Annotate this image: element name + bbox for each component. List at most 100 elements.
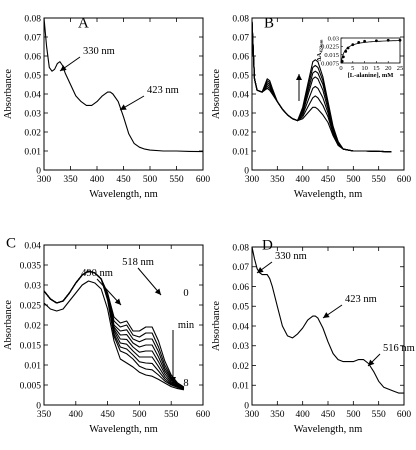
inset-x-tick-label: 10 xyxy=(361,65,368,72)
y-tick-label: 0 xyxy=(36,166,41,176)
inset-point xyxy=(351,43,355,47)
y-tick-label: 0.03 xyxy=(24,109,41,119)
peak-arrow-head xyxy=(323,312,330,318)
time-arrow-head xyxy=(170,377,176,383)
x-tick-label: 400 xyxy=(296,410,311,420)
peak-label: 518 nm xyxy=(122,257,154,268)
y-tick-label: 0.03 xyxy=(24,281,41,291)
x-tick-label: 350 xyxy=(270,175,285,185)
series-line-7 xyxy=(252,21,392,153)
series-group xyxy=(252,247,404,394)
inset-x-tick-label: 20 xyxy=(385,65,392,72)
inset-x-tick-label: 0 xyxy=(339,65,342,72)
y-tick-label: 0.07 xyxy=(232,263,249,273)
y-tick-label: 0.02 xyxy=(24,128,41,138)
series-line-8 xyxy=(44,270,185,390)
y-axis-title: Absorbance xyxy=(211,69,222,119)
inset-point xyxy=(363,39,366,43)
peak-label: 490 nm xyxy=(81,268,113,279)
x-tick-label: 300 xyxy=(37,175,52,185)
y-tick-label: 0.08 xyxy=(232,243,249,253)
inset-point xyxy=(344,49,348,53)
panel-d: D 300 350 400 450 500 550 600 0 0.01 0.02 0.03 0.04 0… xyxy=(211,238,415,435)
y-tick-label: 0 xyxy=(36,401,41,411)
x-tick-label: 300 xyxy=(245,175,260,185)
y-tick-label: 0.03 xyxy=(232,342,249,352)
y-tick-label: 0.04 xyxy=(24,90,41,100)
series-group xyxy=(252,21,392,153)
inset-y-title-main: ΔA xyxy=(316,52,323,61)
y-tick-label: 0.06 xyxy=(232,52,249,62)
y-tick-label: 0.04 xyxy=(232,90,249,100)
x-tick-label: 400 xyxy=(90,175,105,185)
peak-arrow-head xyxy=(114,298,121,305)
x-tick-label: 350 xyxy=(270,410,285,420)
y-tick-label: 0.01 xyxy=(24,361,41,371)
series-group xyxy=(44,18,203,153)
x-tick-label: 500 xyxy=(132,410,147,420)
y-tick-label: 0.02 xyxy=(24,321,41,331)
y-tick-label: 0.035 xyxy=(20,261,42,271)
y-tick-label: 0.06 xyxy=(232,283,249,293)
peak-label: 423 nm xyxy=(147,85,179,96)
y-axis-title: Absorbance xyxy=(3,69,14,119)
x-axis-title: Wavelength, nm xyxy=(294,424,363,435)
x-tick-label: 400 xyxy=(296,175,311,185)
x-axis-title: Wavelength, nm xyxy=(89,424,158,435)
series-group xyxy=(44,270,185,391)
inset-y-tick-label: 0.015 xyxy=(324,52,339,59)
panel-b: B 300 350 400 450 500 550 600 0 0.01 0.02 0.03 0.04 0… xyxy=(211,14,411,200)
inset-x-title: [L-alanine], mM xyxy=(348,72,394,79)
y-tick-label: 0.03 xyxy=(232,109,249,119)
x-axis-title: Wavelength, nm xyxy=(89,189,158,200)
x-tick-label: 450 xyxy=(116,175,131,185)
peak-arrow-head xyxy=(120,104,127,110)
y-tick-label: 0.08 xyxy=(232,14,249,24)
panel-c: C 350 400 450 500 550 600 0 0.005 0.01 0.015 0.02 0.… xyxy=(3,236,210,435)
y-tick-label: 0.06 xyxy=(24,52,41,62)
inset-point xyxy=(398,38,402,42)
peak-label: 516 nm xyxy=(383,343,415,354)
panel-letter: A xyxy=(78,16,89,32)
peak-arrow-head xyxy=(257,267,264,273)
y-tick-label: 0.01 xyxy=(232,147,249,157)
y-tick-label: 0.02 xyxy=(232,128,249,138)
y-tick-label: 0.05 xyxy=(24,71,41,81)
y-tick-label: 0.01 xyxy=(24,147,41,157)
x-tick-label: 500 xyxy=(346,175,361,185)
x-tick-label: 600 xyxy=(397,410,412,420)
x-tick-label: 600 xyxy=(397,175,412,185)
panel-letter: B xyxy=(264,16,274,32)
x-tick-label: 350 xyxy=(37,410,52,420)
y-tick-label: 0.07 xyxy=(232,33,249,43)
x-tick-label: 600 xyxy=(196,410,211,420)
y-axis-title: Absorbance xyxy=(211,301,222,351)
y-tick-label: 0.005 xyxy=(20,381,42,391)
inset-y-tick-label: 0.0075 xyxy=(321,60,339,67)
time-start-label: 0 xyxy=(183,288,188,299)
y-tick-label: 0 xyxy=(244,166,249,176)
plot-frame xyxy=(251,246,405,406)
x-tick-label: 400 xyxy=(69,410,84,420)
peak-arrow-head xyxy=(60,65,67,71)
y-tick-label: 0.015 xyxy=(20,341,42,351)
series-line-9 xyxy=(44,280,185,391)
time-unit-label: min xyxy=(178,320,195,331)
inset-y-title-sub: 423nm xyxy=(319,39,324,52)
inset-point xyxy=(357,41,361,44)
inset-point xyxy=(341,55,345,59)
inset-fit-line xyxy=(340,40,401,64)
peak-arrow-head xyxy=(154,288,161,295)
x-tick-label: 550 xyxy=(169,175,184,185)
x-tick-label: 550 xyxy=(372,175,387,185)
x-tick-label: 350 xyxy=(63,175,78,185)
inset-point xyxy=(346,46,350,50)
x-tick-label: 450 xyxy=(321,410,336,420)
x-tick-label: 300 xyxy=(245,410,260,420)
y-tick-label: 0.07 xyxy=(24,33,41,43)
y-tick-label: 0.01 xyxy=(232,382,249,392)
inset-x-tick-label: 5 xyxy=(351,65,354,72)
plot-frame xyxy=(43,17,204,171)
